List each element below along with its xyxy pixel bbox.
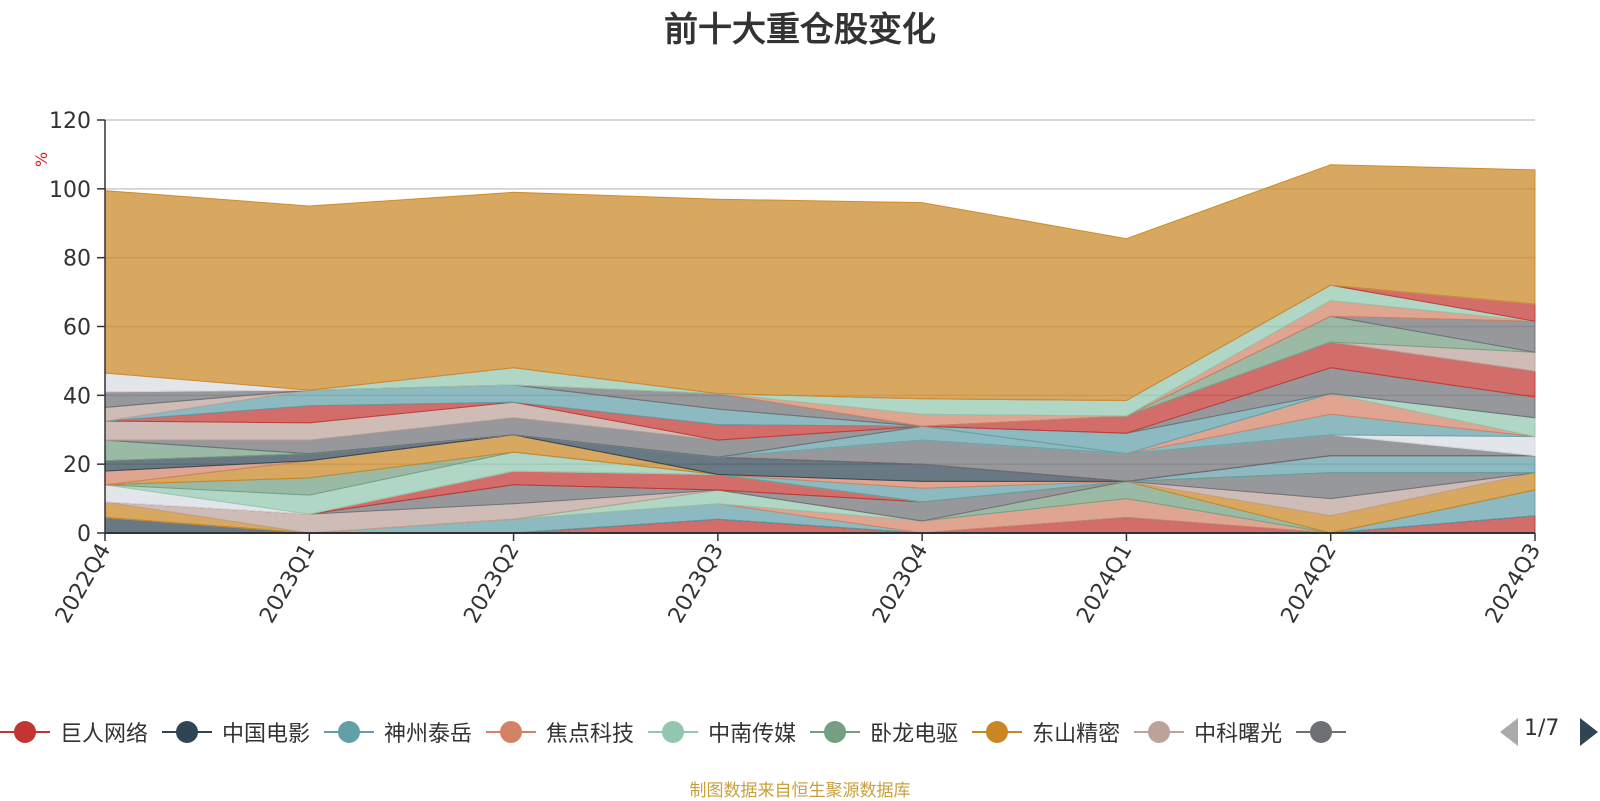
legend-item[interactable]: 神州泰岳 — [324, 712, 472, 752]
legend-item[interactable]: 中南传媒 — [648, 712, 796, 752]
x-tick-label: 2024Q1 — [1072, 540, 1137, 628]
legend-marker-dot — [338, 721, 361, 743]
x-tick-label: 2023Q2 — [459, 540, 524, 628]
legend-page-indicator: 1/7 — [1524, 716, 1560, 741]
legend-item[interactable]: 卧龙电驱 — [810, 712, 958, 752]
legend-marker-dot — [1310, 721, 1333, 743]
legend-marker-dot — [986, 721, 1009, 743]
legend-item[interactable]: 焦点科技 — [486, 712, 634, 752]
legend-label: 中南传媒 — [708, 722, 797, 747]
source-note: 制图数据来自恒生聚源数据库 — [689, 781, 911, 801]
x-tick-label: 2024Q3 — [1481, 540, 1546, 628]
x-tick-label: 2023Q4 — [868, 540, 933, 628]
legend-marker-icon — [648, 720, 699, 744]
legend-marker-icon — [486, 720, 537, 744]
legend-item[interactable]: 东山精密 — [972, 712, 1120, 752]
legend-label: 焦点科技 — [546, 722, 635, 747]
legend: 巨人网络 中国电影 神州泰岳 焦点科技 中南传媒 卧龙电驱 东山精密 中科曙光 — [0, 712, 1480, 752]
x-tick-labels: 2022Q4 2023Q1 2023Q2 2023Q3 2023Q4 2024Q1 2024… — [51, 540, 1546, 628]
legend-marker-dot — [1148, 721, 1171, 743]
legend-marker-icon — [972, 720, 1023, 744]
legend-label: 巨人网络 — [60, 722, 149, 747]
x-tick-label: 2022Q4 — [51, 540, 116, 628]
legend-marker-icon — [324, 720, 375, 744]
x-tick-label: 2023Q3 — [664, 540, 729, 628]
y-tick-label: 60 — [63, 316, 91, 341]
area-series — [104, 164, 1536, 534]
legend-label: 中科曙光 — [1194, 722, 1283, 747]
x-tick-label: 2024Q2 — [1277, 540, 1342, 628]
y-tick-labels: 0 20 40 60 80 100 120 — [49, 109, 91, 547]
legend-marker-icon — [162, 720, 213, 744]
legend-next-page-button[interactable] — [1580, 718, 1598, 746]
legend-marker-icon — [0, 720, 50, 744]
legend-label: 东山精密 — [1032, 722, 1121, 747]
legend-label: 中国电影 — [222, 722, 311, 747]
legend-marker-dot — [662, 721, 685, 743]
y-tick-label: 20 — [63, 453, 91, 478]
legend-marker-dot — [176, 721, 199, 743]
legend-label: 卧龙电驱 — [870, 722, 959, 747]
chart-title: 前十大重仓股变化 — [664, 10, 936, 50]
y-tick-label: 100 — [49, 178, 91, 203]
chart-plot: 0 20 40 60 80 100 120 2022Q4 2023Q1 2023Q2 2023Q3… — [49, 109, 1546, 628]
y-tick-label: 120 — [49, 109, 91, 134]
y-tick-label: 40 — [63, 384, 91, 409]
x-tick-label: 2023Q1 — [255, 540, 320, 628]
legend-marker-dot — [500, 721, 523, 743]
legend-label: 神州泰岳 — [384, 722, 473, 747]
legend-item[interactable]: 巨人网络 — [0, 712, 148, 752]
area-series-36 — [104, 164, 1536, 402]
legend-item[interactable] — [1296, 712, 1356, 752]
legend-marker-dot — [14, 721, 36, 743]
legend-item[interactable]: 中国电影 — [162, 712, 310, 752]
legend-marker-icon — [810, 720, 861, 744]
legend-marker-icon — [1296, 720, 1347, 744]
y-tick-label: 80 — [63, 247, 91, 272]
y-tick-label: 0 — [77, 522, 91, 547]
axes — [97, 119, 1536, 541]
legend-item[interactable]: 中科曙光 — [1134, 712, 1282, 752]
legend-marker-icon — [1134, 720, 1185, 744]
legend-prev-page-button[interactable] — [1500, 718, 1518, 746]
legend-pager: 1/7 — [1498, 716, 1600, 748]
legend-marker-dot — [824, 721, 847, 743]
